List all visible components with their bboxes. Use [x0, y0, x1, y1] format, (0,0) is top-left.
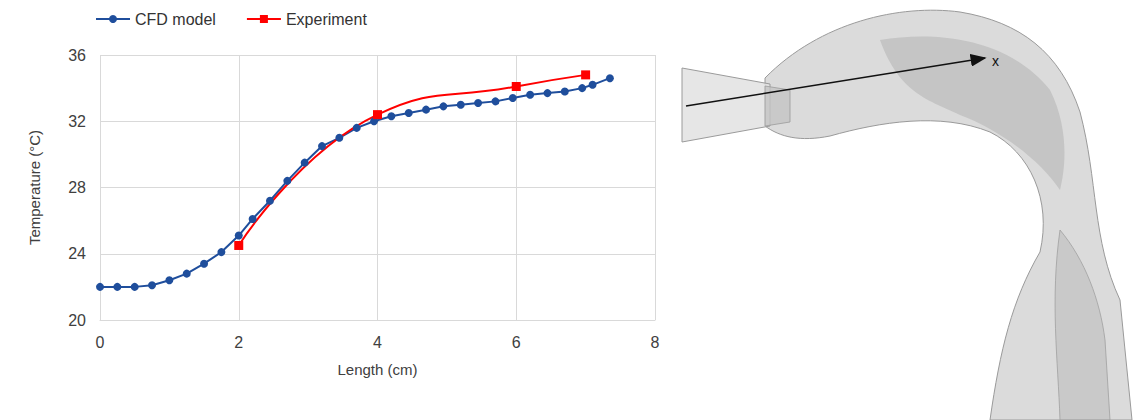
svg-text:32: 32 [68, 113, 86, 130]
svg-text:6: 6 [512, 334, 521, 351]
svg-text:Experiment: Experiment [286, 11, 367, 28]
svg-text:x: x [992, 53, 999, 69]
svg-text:2: 2 [234, 334, 243, 351]
svg-text:0: 0 [96, 334, 105, 351]
svg-text:4: 4 [373, 334, 382, 351]
svg-text:Temperature (°C): Temperature (°C) [26, 130, 43, 245]
svg-text:24: 24 [68, 245, 86, 262]
svg-text:Length (cm): Length (cm) [337, 361, 417, 378]
svg-text:28: 28 [68, 179, 86, 196]
svg-text:20: 20 [68, 312, 86, 329]
svg-text:8: 8 [651, 334, 660, 351]
svg-text:CFD model: CFD model [135, 11, 216, 28]
svg-text:36: 36 [68, 47, 86, 64]
